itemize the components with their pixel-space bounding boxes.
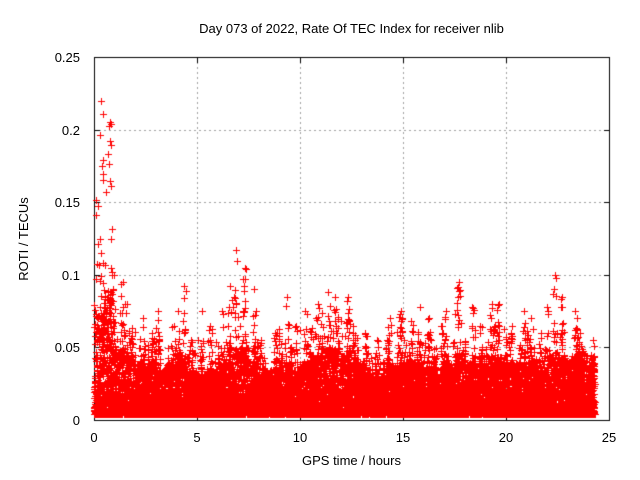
y-tick-label: 0.1 <box>61 268 80 283</box>
x-tick-label: 25 <box>601 430 617 445</box>
x-axis-label: GPS time / hours <box>302 453 401 468</box>
y-tick-label: 0.2 <box>61 123 80 138</box>
y-tick-label: 0 <box>72 413 80 428</box>
x-tick-label: 10 <box>292 430 308 445</box>
x-tick-label: 15 <box>395 430 411 445</box>
x-tick-label: 0 <box>90 430 98 445</box>
x-tick-label: 20 <box>498 430 514 445</box>
x-tick-label: 5 <box>193 430 201 445</box>
y-tick-label: 0.15 <box>54 195 80 210</box>
y-tick-label: 0.25 <box>54 50 80 65</box>
y-tick-label: 0.05 <box>54 340 80 355</box>
chart-title: Day 073 of 2022, Rate Of TEC Index for r… <box>199 21 504 36</box>
y-axis-label: ROTI / TECUs <box>16 197 31 281</box>
